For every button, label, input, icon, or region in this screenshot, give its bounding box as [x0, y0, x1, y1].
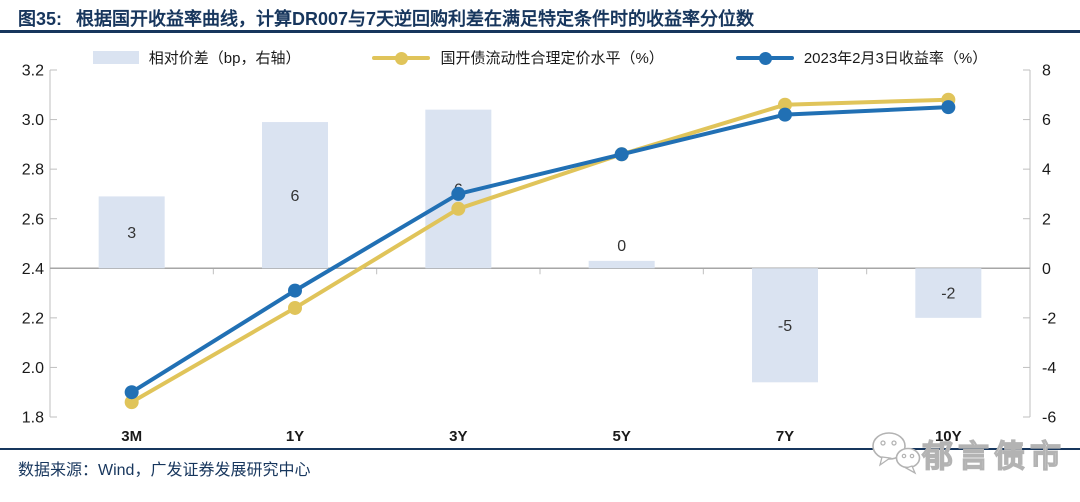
line-dot: [395, 51, 409, 65]
svg-text:2.8: 2.8: [22, 162, 44, 179]
bar: [752, 268, 818, 383]
page-title: 图35: 根据国开收益率曲线，计算DR007与7天逆回购利差在满足特定条件时的收益…: [18, 5, 754, 31]
line-series-1: [124, 100, 956, 400]
legend-item-fair-pricing: 国开债流动性合理定价水平（%）: [372, 47, 664, 68]
marker: [288, 300, 302, 315]
svg-text:0: 0: [1042, 261, 1051, 278]
svg-text:4: 4: [1042, 162, 1051, 179]
marker: [288, 283, 302, 298]
svg-text:2.0: 2.0: [22, 360, 44, 377]
svg-text:5Y: 5Y: [612, 428, 630, 445]
svg-text:-6: -6: [1042, 410, 1056, 427]
svg-text:-2: -2: [1042, 310, 1056, 327]
svg-text:3Y: 3Y: [449, 428, 467, 445]
marker: [941, 100, 956, 115]
marker: [451, 201, 466, 216]
bar-swatch-icon: [92, 51, 139, 64]
marker: [124, 395, 139, 410]
title-underline: [0, 30, 1080, 33]
marker: [614, 147, 629, 162]
bar: [588, 260, 655, 269]
marker: [451, 186, 466, 201]
marker: [124, 385, 139, 400]
legend-label: 国开债流动性合理定价水平（%）: [440, 50, 664, 67]
left-axis-labels: 3.2 3.0 2.8 2.6 2.4 2.2 2.0 1.8: [22, 63, 44, 427]
line-marker-swatch-blue-icon: [735, 51, 794, 65]
svg-text:-5: -5: [778, 318, 792, 335]
line-dot: [758, 51, 772, 65]
svg-text:3M: 3M: [121, 428, 142, 445]
svg-text:6: 6: [1042, 112, 1051, 129]
bar-labels: 3660-5-2: [127, 182, 955, 335]
svg-text:-4: -4: [1042, 360, 1056, 377]
marker: [778, 97, 792, 112]
svg-text:10Y: 10Y: [935, 428, 962, 445]
svg-text:2: 2: [1042, 211, 1051, 228]
figure-number: 图35:: [18, 9, 63, 29]
footer-divider: [0, 448, 1080, 450]
svg-text:-2: -2: [941, 286, 955, 303]
svg-text:2.4: 2.4: [22, 261, 44, 278]
svg-text:0: 0: [617, 238, 626, 255]
svg-text:8: 8: [1042, 63, 1051, 80]
line-marker-swatch-yellow-icon: [372, 51, 431, 65]
svg-text:3: 3: [127, 225, 136, 242]
legend-label: 相对价差（bp，右轴）: [148, 50, 301, 67]
axes: [49, 69, 1031, 418]
bar: [262, 122, 328, 269]
svg-text:7Y: 7Y: [776, 428, 794, 445]
watermark: 郁言债市: [870, 430, 1066, 476]
right-axis-labels: 8 6 4 2 0 -2 -4 -6: [1042, 63, 1056, 427]
legend-label: 2023年2月3日收益率（%）: [803, 50, 988, 67]
svg-text:3.2: 3.2: [22, 63, 44, 80]
bar: [915, 268, 982, 318]
wechat-icon: [872, 432, 921, 475]
svg-text:1Y: 1Y: [286, 428, 304, 445]
data-source: 数据来源：Wind，广发证券发展研究中心: [18, 462, 311, 479]
watermark-text: 郁言债市: [921, 438, 1066, 474]
bar-series: [98, 109, 982, 383]
x-axis-labels: 3M 1Y 3Y 5Y 7Y 10Y: [121, 428, 961, 445]
svg-text:6: 6: [291, 188, 300, 205]
svg-text:3.0: 3.0: [22, 112, 44, 129]
line-series-0: [124, 92, 956, 410]
svg-text:2.2: 2.2: [22, 310, 44, 327]
marker: [778, 107, 792, 122]
chart-legend: 相对价差（bp，右轴） 国开债流动性合理定价水平（%） 2023年2月3日收益率…: [0, 47, 1080, 68]
svg-text:1.8: 1.8: [22, 410, 44, 427]
svg-text:2.6: 2.6: [22, 211, 44, 228]
figure-title-text: 根据国开收益率曲线，计算DR007与7天逆回购利差在满足特定条件时的收益率分位数: [76, 9, 755, 29]
legend-item-relative-spread: 相对价差（bp，右轴）: [92, 47, 301, 68]
legend-item-feb3-yield: 2023年2月3日收益率（%）: [735, 47, 988, 68]
bar: [98, 196, 165, 269]
